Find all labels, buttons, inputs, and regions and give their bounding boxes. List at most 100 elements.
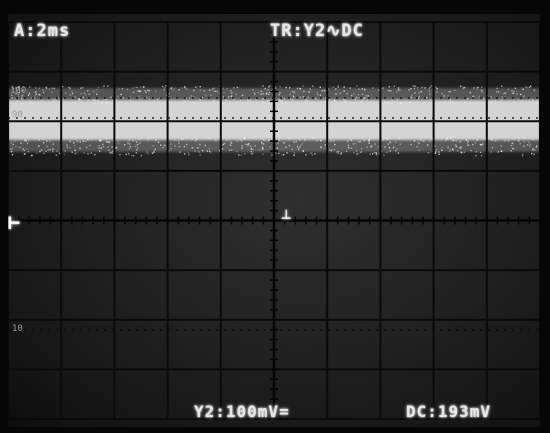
trace-noise-dot [445,139,447,141]
trace-noise-dot [111,146,113,148]
oscilloscope-display [8,21,540,420]
trace-noise-dot [208,147,211,150]
trace-noise-dot [262,93,264,95]
trace-noise-dot [181,87,183,89]
trace-noise-dot [335,88,337,90]
trace-noise-dot [135,145,137,147]
trace-noise-dot [109,101,112,104]
trace-noise-dot [364,89,366,91]
trace-noise-dot [132,155,135,157]
trace-noise-dot [481,89,483,92]
trace-noise-dot [215,140,217,142]
trace-noise-dot [370,146,372,148]
trace-noise-dot [371,145,373,147]
trace-noise-dot [191,147,194,149]
trace-noise-dot [145,91,147,94]
trace-noise-dot [316,139,318,142]
trace-noise-dot [163,144,166,147]
trace-noise-dot [448,150,451,153]
dc-measurement-readout: DC:193mV [406,402,492,421]
trace-noise-dot [71,92,74,95]
trace-noise-dot [216,90,218,93]
trace-noise-dot [82,96,84,98]
trace-noise-dot [435,86,437,88]
trace-noise-dot [494,100,497,102]
trace-noise-dot [241,145,243,147]
trace-noise-dot [285,146,287,149]
trace-noise-dot [278,94,280,96]
trace-noise-dot [45,86,47,89]
trace-noise-dot [31,97,33,99]
trace-noise-dot [533,89,536,91]
trace-noise-dot [416,146,418,148]
trace-noise-dot [254,93,256,96]
trace-noise-dot [66,146,68,148]
trace-noise-dot [323,89,325,92]
trace-noise-dot [194,150,196,152]
trace-noise-dot [449,91,452,93]
trace-noise-dot [22,99,24,102]
trace-noise-dot [163,88,165,91]
trace-noise-dot [219,92,221,94]
trace-noise-dot [501,98,503,101]
trace-noise-dot [204,144,206,147]
trace-noise-dot [27,151,30,153]
trace-noise-dot [384,137,387,140]
trace-noise-dot [102,143,104,146]
trace-noise-dot [105,137,108,140]
trace-noise-dot [527,141,530,144]
trace-noise-dot [210,94,212,96]
trace-noise-dot [269,91,271,93]
trace-noise-dot [528,86,531,89]
trace-noise-dot [23,149,25,152]
trace-noise-dot [115,147,117,149]
trace-noise-dot [522,95,525,98]
trace-noise-dot [53,87,55,90]
trace-noise-dot [241,94,244,97]
trace-noise-dot [302,85,304,87]
trace-noise-dot [452,149,454,151]
trace-noise-dot [427,152,430,154]
trace-noise-dot [22,86,25,88]
trace-noise-dot [536,145,538,147]
trace-noise-dot [357,94,360,96]
trace-noise-dot [409,101,411,104]
trace-noise-dot [327,140,330,143]
trace-noise-dot [209,150,211,152]
trace-noise-dot [41,99,44,102]
trace-noise-dot [367,95,369,97]
trace-noise-dot [314,97,317,100]
trace-noise-dot [223,92,225,94]
trace-noise-dot [128,148,130,150]
trace-noise-dot [92,99,94,101]
trace-noise-dot [74,101,76,104]
trace-noise-dot [307,96,310,98]
trace-noise-dot [33,97,35,99]
trace-noise-dot [483,138,486,140]
trace-noise-dot [343,98,345,101]
trace-noise-dot [149,102,151,105]
trace-noise-dot [330,140,332,143]
ground-reference-marker: ⊢ [8,210,22,234]
trace-noise-dot [441,146,443,149]
trace-noise-dot [356,153,358,156]
trace-noise-dot [366,99,368,101]
trace-noise-dot [129,143,131,145]
trace-noise-dot [64,150,66,152]
trace-noise-dot [52,148,54,150]
trace-noise-dot [179,151,181,153]
trace-noise-dot [497,91,500,93]
trace-noise-dot [364,88,366,91]
trace-noise-dot [76,140,79,143]
trace-noise-dot [65,92,67,94]
trace-noise-dot [268,86,270,88]
trace-noise-dot [299,88,302,90]
trace-noise-dot [139,138,141,141]
trace-noise-dot [330,139,332,141]
trace-noise-dot [168,96,170,98]
trace-noise-dot [447,95,449,97]
trace-noise-dot [80,99,82,101]
trace-noise-dot [68,86,70,89]
trace-noise-dot [389,141,391,144]
trace-noise-dot [463,151,466,153]
